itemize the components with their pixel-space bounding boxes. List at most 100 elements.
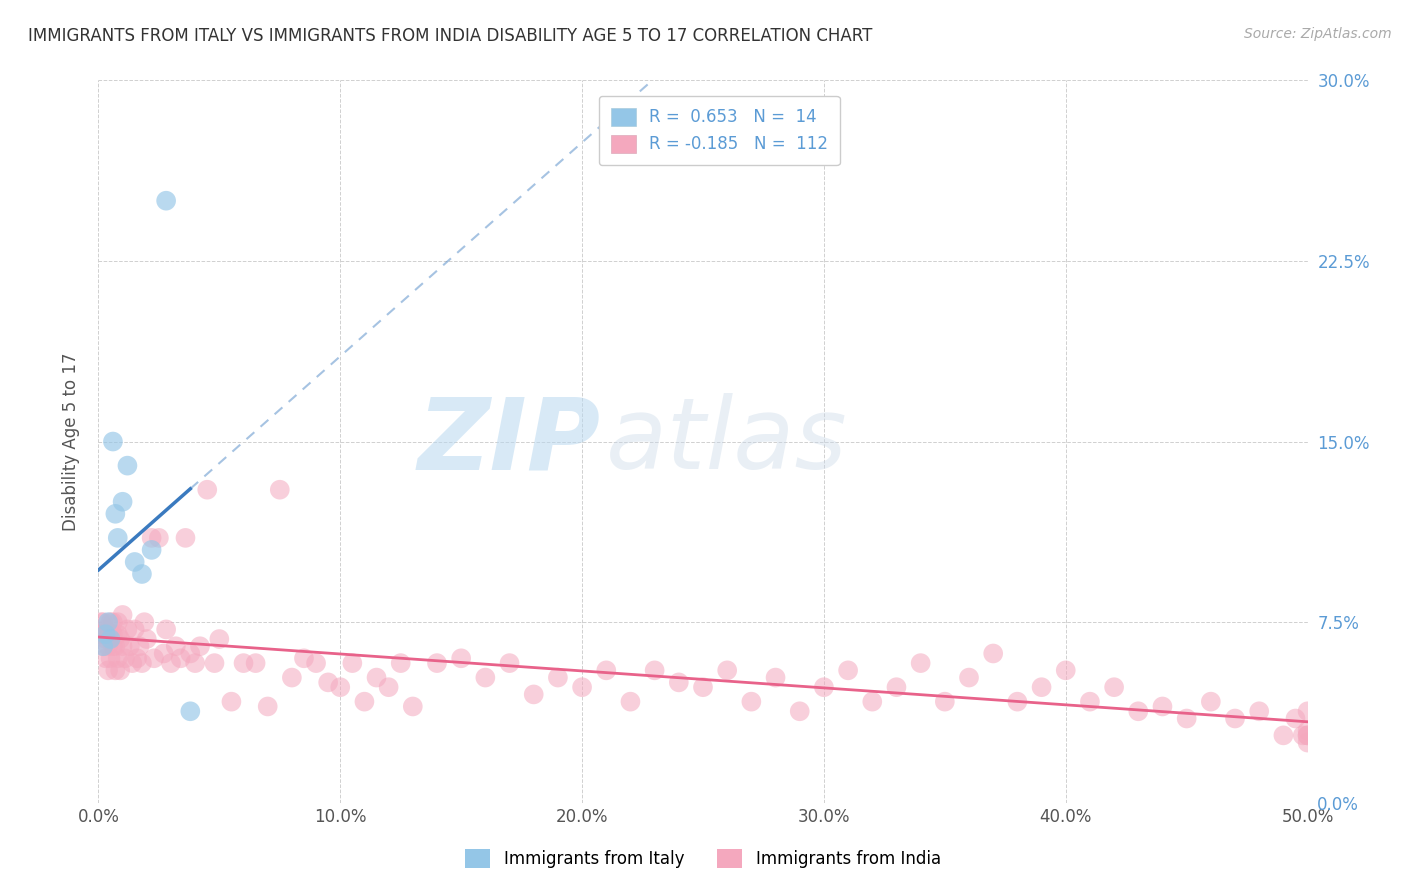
Point xyxy=(981,647,1004,661)
Point xyxy=(426,656,449,670)
Point xyxy=(292,651,315,665)
Point xyxy=(97,627,120,641)
Point xyxy=(402,699,425,714)
Point xyxy=(1296,735,1319,749)
Point xyxy=(121,656,143,670)
Point xyxy=(450,651,472,665)
Point xyxy=(1223,712,1246,726)
Point xyxy=(107,531,129,545)
Point xyxy=(188,639,211,653)
Point xyxy=(114,651,136,665)
Point xyxy=(94,651,117,665)
Point xyxy=(195,483,218,497)
Point xyxy=(108,632,131,646)
Point xyxy=(619,695,641,709)
Point xyxy=(111,639,134,653)
Point xyxy=(108,664,131,678)
Point xyxy=(1031,680,1053,694)
Point xyxy=(1102,680,1125,694)
Point xyxy=(1199,695,1222,709)
Point xyxy=(184,656,207,670)
Point xyxy=(366,671,388,685)
Point xyxy=(100,627,122,641)
Point xyxy=(281,671,304,685)
Point xyxy=(668,675,690,690)
Point xyxy=(269,483,291,497)
Point xyxy=(101,434,124,449)
Point xyxy=(91,639,114,653)
Point xyxy=(547,671,569,685)
Legend: Immigrants from Italy, Immigrants from India: Immigrants from Italy, Immigrants from I… xyxy=(458,843,948,875)
Point xyxy=(342,656,364,670)
Legend: R =  0.653   N =  14, R = -0.185   N =  112: R = 0.653 N = 14, R = -0.185 N = 112 xyxy=(599,95,839,165)
Text: IMMIGRANTS FROM ITALY VS IMMIGRANTS FROM INDIA DISABILITY AGE 5 TO 17 CORRELATIO: IMMIGRANTS FROM ITALY VS IMMIGRANTS FROM… xyxy=(28,27,873,45)
Point xyxy=(1292,728,1315,742)
Point xyxy=(101,615,124,630)
Point xyxy=(957,671,980,685)
Point xyxy=(141,531,163,545)
Point xyxy=(127,651,149,665)
Point xyxy=(97,664,120,678)
Point xyxy=(155,194,177,208)
Point xyxy=(329,680,352,694)
Point xyxy=(111,494,134,508)
Point xyxy=(305,656,328,670)
Point xyxy=(100,632,122,646)
Point xyxy=(134,615,156,630)
Point xyxy=(90,615,112,630)
Text: Source: ZipAtlas.com: Source: ZipAtlas.com xyxy=(1244,27,1392,41)
Point xyxy=(104,639,127,653)
Point xyxy=(107,615,129,630)
Point xyxy=(91,615,114,630)
Point xyxy=(1175,712,1198,726)
Point xyxy=(204,656,226,670)
Point xyxy=(1272,728,1295,742)
Point xyxy=(692,680,714,694)
Point xyxy=(94,627,117,641)
Point xyxy=(141,542,163,557)
Point xyxy=(174,531,197,545)
Point xyxy=(131,656,153,670)
Point xyxy=(523,687,546,701)
Point xyxy=(117,458,139,473)
Point xyxy=(101,639,124,653)
Point xyxy=(1078,695,1101,709)
Point xyxy=(124,623,146,637)
Point xyxy=(117,623,139,637)
Point xyxy=(107,627,129,641)
Point xyxy=(316,675,339,690)
Point xyxy=(716,664,738,678)
Point xyxy=(1249,704,1271,718)
Point xyxy=(232,656,254,670)
Point xyxy=(886,680,908,694)
Point xyxy=(474,671,496,685)
Point xyxy=(131,567,153,582)
Point xyxy=(910,656,932,670)
Text: ZIP: ZIP xyxy=(418,393,600,490)
Point xyxy=(104,507,127,521)
Point xyxy=(152,647,174,661)
Point xyxy=(118,639,141,653)
Point xyxy=(256,699,278,714)
Point xyxy=(353,695,375,709)
Point xyxy=(155,623,177,637)
Point xyxy=(498,656,520,670)
Point xyxy=(97,639,120,653)
Point xyxy=(111,607,134,622)
Point xyxy=(94,632,117,646)
Point xyxy=(644,664,666,678)
Point xyxy=(101,627,124,641)
Point xyxy=(1296,728,1319,742)
Y-axis label: Disability Age 5 to 17: Disability Age 5 to 17 xyxy=(62,352,80,531)
Point xyxy=(100,651,122,665)
Point xyxy=(837,664,859,678)
Point xyxy=(97,615,120,630)
Point xyxy=(860,695,883,709)
Point xyxy=(1296,723,1319,738)
Point xyxy=(1007,695,1029,709)
Point xyxy=(1296,728,1319,742)
Point xyxy=(789,704,811,718)
Point xyxy=(221,695,243,709)
Point xyxy=(245,656,267,670)
Point xyxy=(104,664,127,678)
